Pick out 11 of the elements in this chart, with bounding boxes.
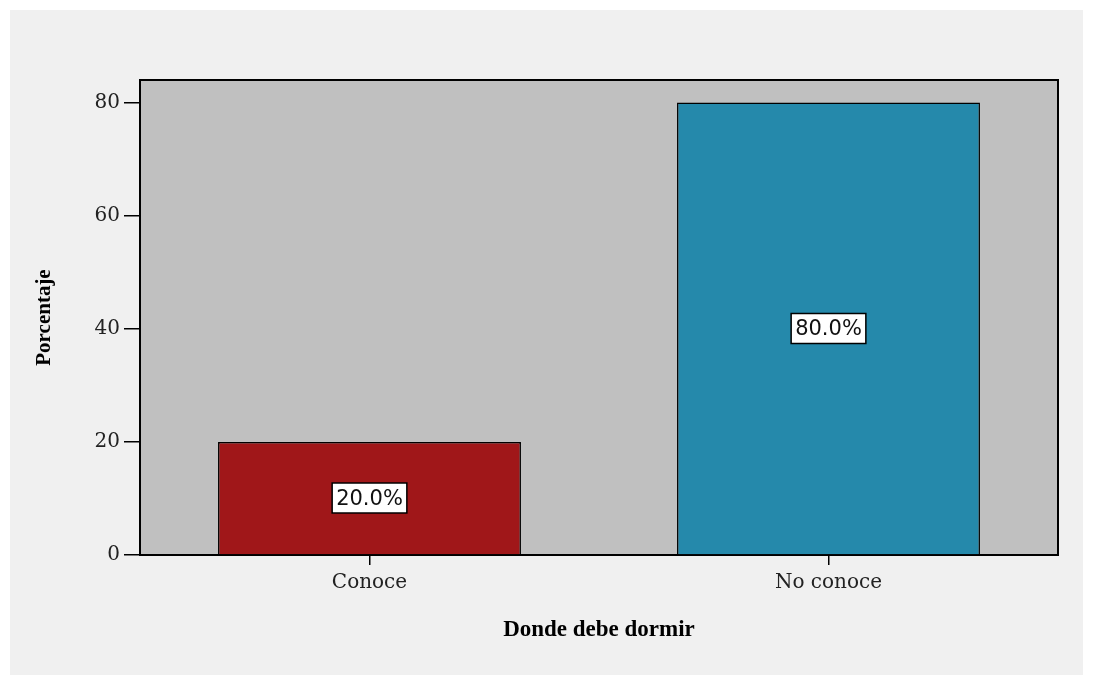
x-axis-title: Donde debe dormir [503, 616, 695, 642]
y-tick-label: 40 [94, 315, 120, 340]
y-tick-label: 80 [94, 88, 120, 113]
y-axis-title: Porcentaje [31, 269, 56, 366]
data-label: 20.0% [336, 485, 403, 510]
y-tick-label: 0 [107, 541, 120, 566]
y-tick-label: 20 [94, 428, 120, 453]
data-label: 80.0% [795, 315, 862, 340]
y-tick-label: 60 [94, 201, 120, 226]
x-tick-label: Conoce [331, 569, 408, 594]
x-tick-label: No conoce [774, 569, 883, 594]
